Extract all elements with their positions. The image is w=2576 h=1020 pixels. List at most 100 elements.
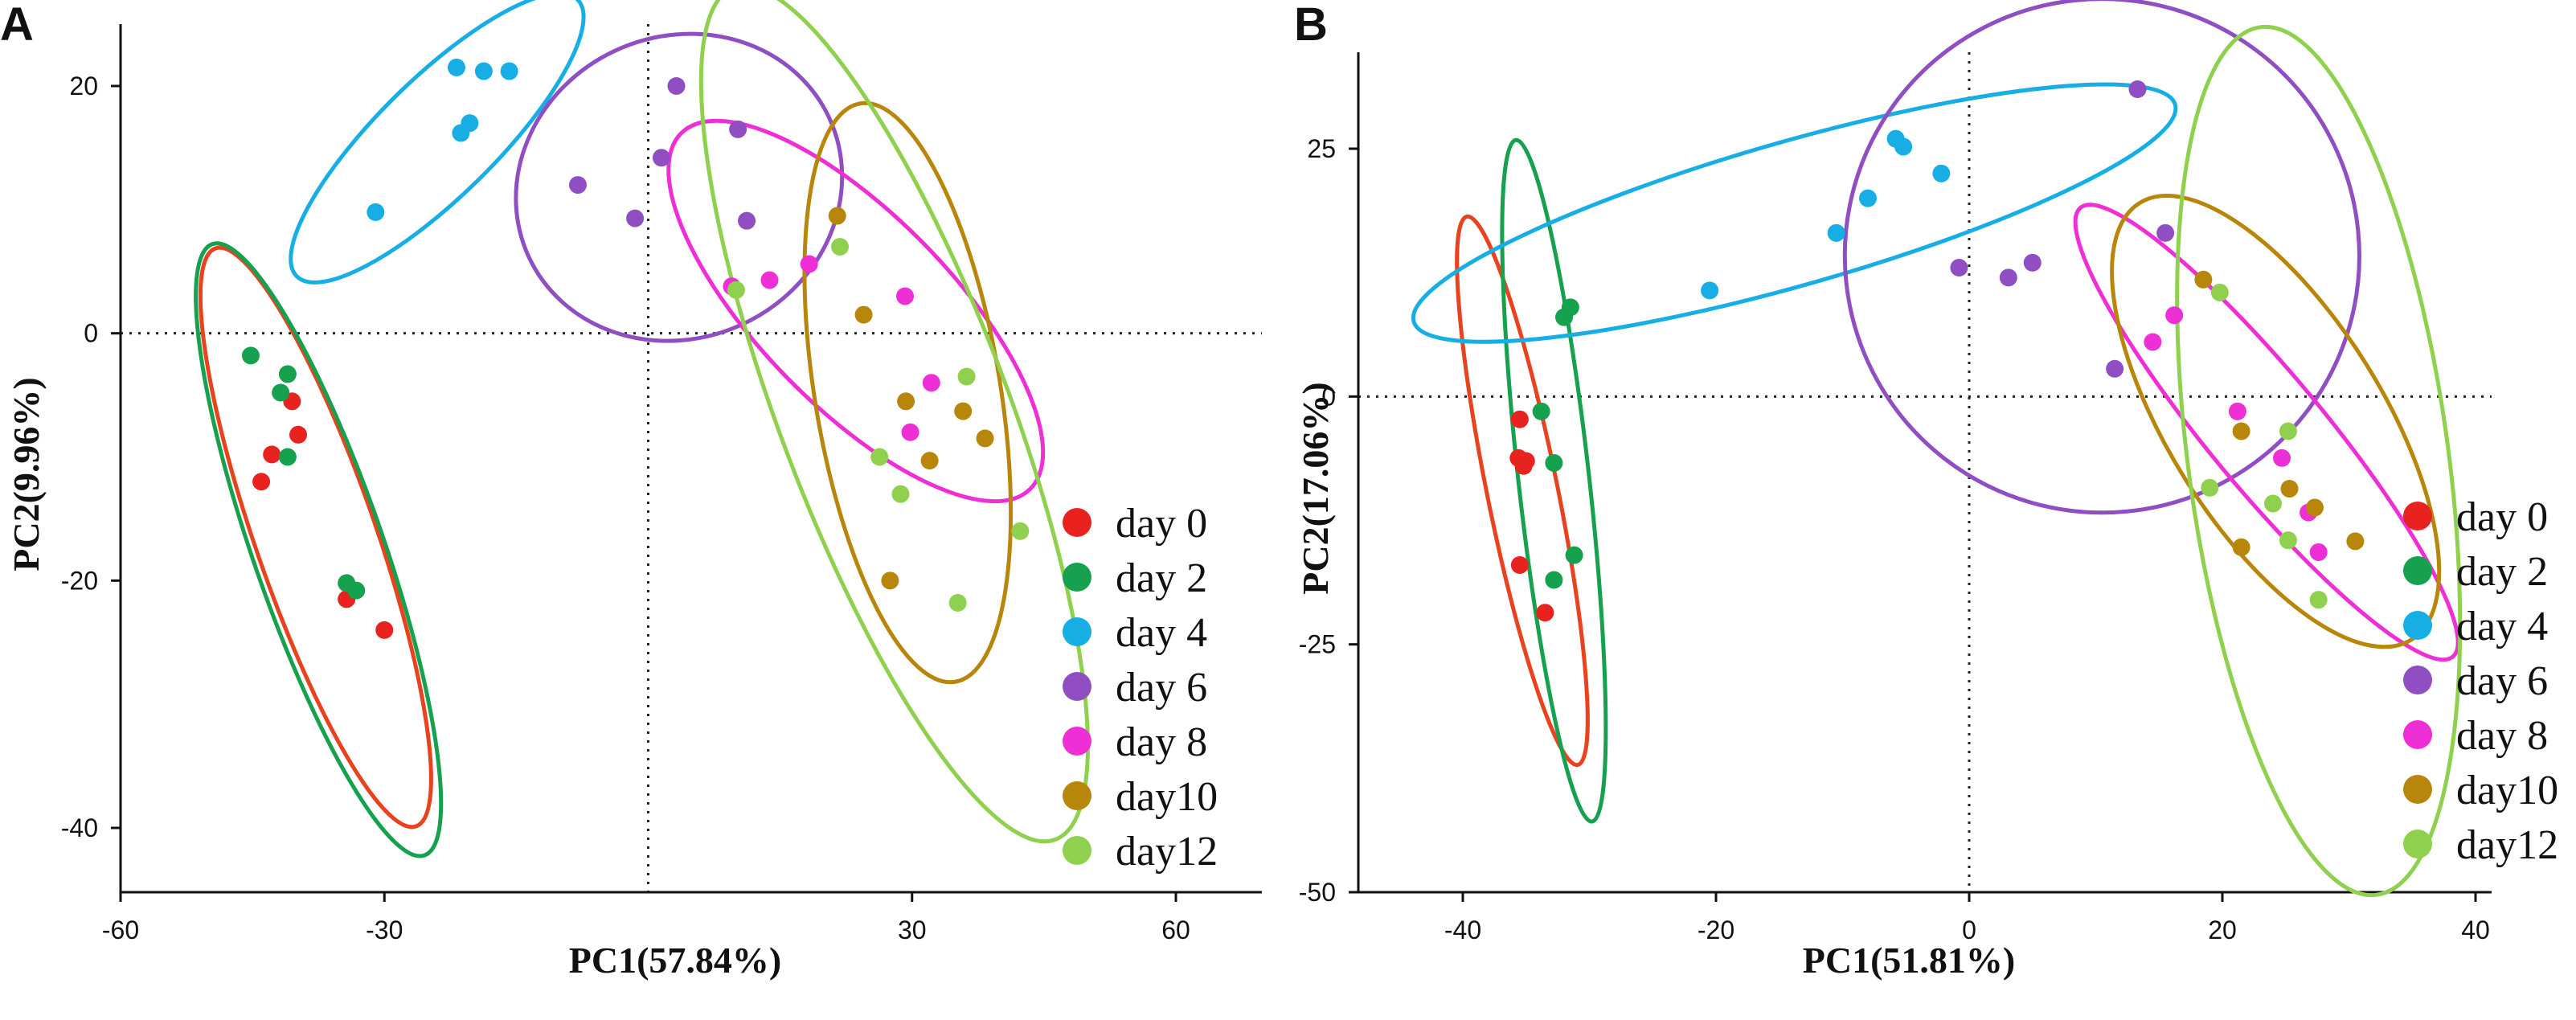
data-point-day12 (831, 237, 850, 256)
data-point-day10 (920, 452, 939, 470)
data-point-day0 (1514, 457, 1533, 475)
y-tick-label: 20 (69, 72, 98, 100)
data-point-day6 (1999, 268, 2017, 287)
data-point-day10 (897, 392, 915, 411)
x-tick-label: -60 (102, 916, 139, 944)
data-point-day8 (922, 374, 940, 392)
legend-marker (1063, 781, 1091, 810)
x-axis-title: PC1(51.81%) (1803, 940, 2015, 981)
legend-label: day 6 (1116, 665, 1207, 711)
legend-label: day 6 (2456, 658, 2548, 704)
data-point-day2 (241, 346, 260, 365)
panel-label: B (1294, 0, 1328, 51)
legend-marker (2403, 556, 2432, 585)
data-point-day12 (2264, 494, 2282, 513)
confidence-ellipse-day2 (1500, 137, 1608, 824)
data-point-day4 (447, 58, 465, 76)
x-tick-label: -20 (1698, 916, 1734, 944)
legend-marker (1063, 727, 1091, 756)
data-point-day10 (976, 429, 994, 448)
y-tick-label: 25 (1307, 134, 1336, 163)
data-point-day12 (870, 448, 889, 466)
confidence-ellipse-day2 (194, 241, 444, 858)
data-point-day2 (272, 383, 290, 402)
legend-marker (2403, 775, 2432, 804)
data-point-day6 (2106, 359, 2124, 378)
data-point-day8 (895, 287, 914, 305)
data-point-day2 (278, 448, 297, 466)
legend-label: day 4 (1116, 610, 1207, 656)
data-point-day12 (2309, 591, 2328, 609)
data-point-day2 (347, 581, 366, 600)
data-point-day12 (957, 367, 976, 386)
panel-label: A (0, 0, 34, 51)
data-point-day2 (1565, 546, 1583, 564)
legend-marker (1063, 508, 1091, 537)
data-point-day10 (2232, 538, 2250, 556)
legend-marker (2403, 611, 2432, 640)
confidence-ellipse-day10 (802, 100, 1014, 685)
data-point-day10 (954, 402, 973, 420)
data-point-day10 (2194, 270, 2213, 289)
data-point-day4 (1827, 223, 1845, 242)
confidence-ellipse-day6 (1842, 0, 2361, 515)
data-point-day6 (568, 176, 587, 195)
data-point-day12 (948, 594, 967, 612)
data-point-day4 (1859, 189, 1877, 207)
data-point-day0 (263, 445, 281, 464)
confidence-ellipse-day8 (2073, 203, 2460, 662)
data-point-day4 (474, 62, 493, 80)
data-point-day0 (375, 621, 394, 639)
x-tick-label: -30 (366, 916, 403, 944)
x-tick-label: 30 (898, 916, 927, 944)
panel-a: A -60 -30 30 60 20 0 -20 -40 PC1(57.84%) PC2(9.96%… (0, 0, 1262, 981)
data-point-day10 (2305, 498, 2324, 517)
y-axis-title: PC2(17.06%) (1295, 382, 1336, 594)
data-point-day10 (881, 571, 899, 590)
data-point-day4 (500, 62, 518, 80)
data-point-day8 (2273, 449, 2291, 467)
x-tick-label: 20 (2208, 916, 2237, 944)
data-point-day8 (901, 423, 919, 441)
legend-marker (2403, 502, 2432, 530)
data-point-day12 (2279, 422, 2297, 440)
confidence-ellipse-day4 (1411, 82, 2178, 344)
data-point-day6 (667, 77, 686, 95)
confidence-ellipse-day10 (2110, 194, 2442, 649)
data-point-day10 (2346, 532, 2365, 551)
legend-marker (1063, 563, 1091, 592)
x-tick-label: 40 (2461, 916, 2490, 944)
data-point-day8 (2309, 543, 2328, 561)
confidence-ellipse-day0 (198, 245, 433, 830)
data-point-day12 (2279, 531, 2297, 550)
data-point-day10 (2280, 480, 2299, 498)
confidence-ellipse-day12 (698, 0, 1090, 844)
data-point-day12 (1011, 522, 1030, 540)
data-point-day0 (1536, 604, 1554, 622)
data-point-day6 (729, 120, 747, 138)
x-tick-label: -40 (1444, 916, 1481, 944)
y-tick-label: -20 (61, 566, 98, 595)
data-point-day6 (2156, 223, 2175, 242)
confidence-ellipse-day4 (289, 0, 586, 285)
y-tick-label: -40 (61, 813, 98, 842)
legend-label: day 4 (2456, 604, 2548, 649)
confidence-ellipse-day12 (2175, 24, 2463, 898)
legend-label: day 0 (1116, 501, 1207, 547)
data-point-day8 (2228, 402, 2246, 420)
y-tick-label: -25 (1299, 630, 1336, 659)
data-point-day4 (367, 203, 385, 221)
data-point-day6 (2128, 80, 2147, 98)
data-point-day6 (652, 149, 670, 167)
data-point-day2 (1532, 402, 1550, 420)
data-point-day12 (727, 281, 745, 299)
data-point-day0 (252, 473, 271, 491)
legend-marker (1063, 672, 1091, 701)
data-point-day4 (461, 114, 479, 133)
legend-label: day 8 (1116, 719, 1207, 765)
y-tick-label: 0 (1321, 382, 1336, 411)
data-point-day2 (1545, 571, 1563, 589)
data-point-day2 (1555, 308, 1573, 326)
data-point-day2 (1545, 453, 1563, 472)
